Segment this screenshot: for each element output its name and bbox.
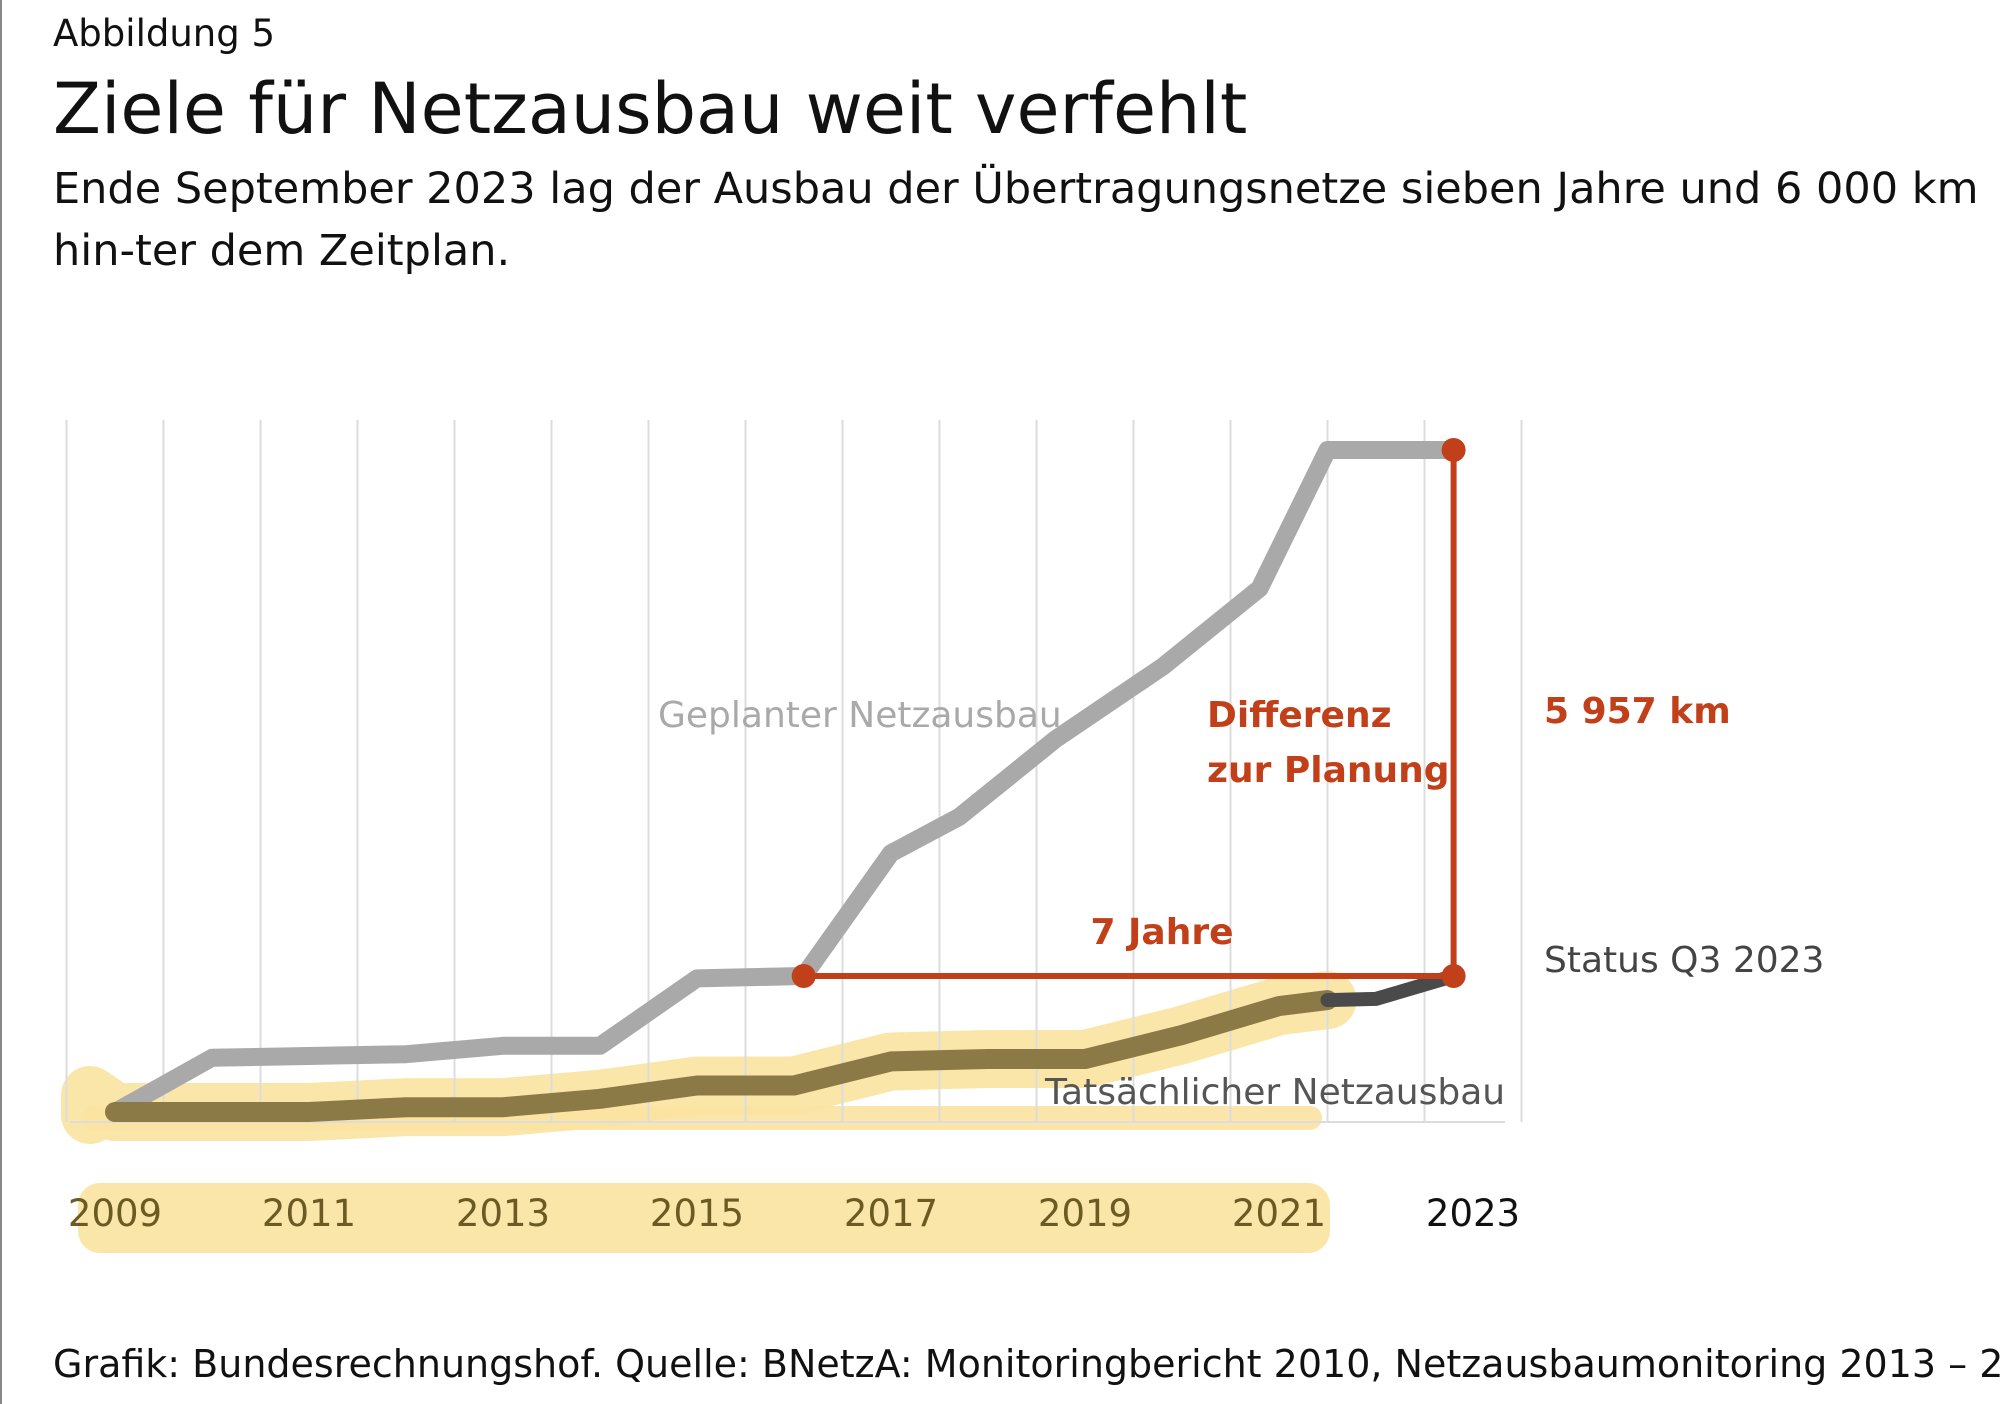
- planned-series-line: [106, 441, 1463, 1121]
- series-layer: [105, 441, 1463, 1122]
- actual-series-line: [105, 990, 1338, 1122]
- x-tick-labels: 2009 2011 2013 2015 2017 2019 2021 2023: [68, 1192, 1520, 1235]
- x-tick-label: 2013: [456, 1192, 550, 1235]
- chart-subtitle: Ende September 2023 lag der Ausbau der Ü…: [53, 164, 1979, 276]
- x-tick-label: 2021: [1232, 1192, 1326, 1235]
- page-left-border: [0, 0, 2, 1404]
- figure-label: Abbildung 5: [53, 12, 276, 55]
- x-tick-label: 2015: [650, 1192, 744, 1235]
- delay-start-dot: [791, 963, 816, 988]
- source-note: Grafik: Bundesrechnungshof. Quelle: BNet…: [53, 1342, 2000, 1386]
- chart-title: Ziele für Netzausbau weit verfehlt: [53, 68, 1248, 150]
- difference-label-line1: Differenz: [1207, 695, 1392, 736]
- x-tick-label: 2023: [1426, 1192, 1520, 1235]
- status-dot: [1441, 963, 1466, 988]
- annotation-layer: Geplanter Netzausbau Tatsächlicher Netzau…: [658, 438, 1824, 1113]
- highlight-x-labels: [78, 1183, 1330, 1253]
- status-label: Status Q3 2023: [1544, 940, 1824, 981]
- actual-series-label: Tatsächlicher Netzausbau: [1044, 1072, 1505, 1113]
- actual-projection-line: [1320, 969, 1461, 1008]
- difference-label-line2: zur Planung: [1207, 750, 1450, 791]
- x-tick-label: 2009: [68, 1192, 162, 1235]
- delay-label: 7 Jahre: [1090, 912, 1233, 953]
- difference-value-label: 5 957 km: [1544, 691, 1731, 732]
- x-tick-label: 2011: [262, 1192, 356, 1235]
- x-tick-label: 2017: [844, 1192, 938, 1235]
- chart: Geplanter Netzausbau Tatsächlicher Netzau…: [61, 420, 1824, 1253]
- planned-end-dot: [1441, 438, 1466, 462]
- x-tick-label: 2019: [1038, 1192, 1132, 1235]
- planned-series-label: Geplanter Netzausbau: [658, 695, 1062, 736]
